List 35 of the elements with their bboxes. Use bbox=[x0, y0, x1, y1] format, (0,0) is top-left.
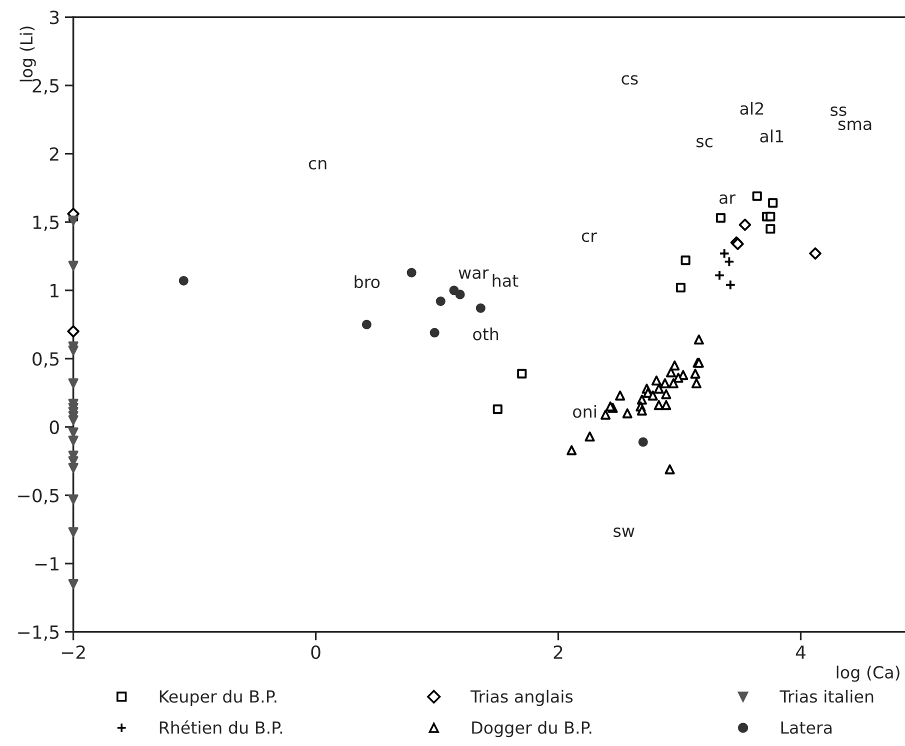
annotation: war bbox=[458, 269, 489, 279]
y-tick-label: 3 bbox=[50, 10, 59, 24]
y-tick-label: 0,5 bbox=[32, 352, 59, 368]
y-tick-label: −1,5 bbox=[18, 626, 59, 641]
y-tick-label: 2 bbox=[50, 147, 58, 161]
x-axis-title: log (Ca) bbox=[836, 666, 900, 682]
annotation: oni bbox=[573, 404, 596, 418]
annotation: oth bbox=[473, 328, 498, 340]
annotation: al2 bbox=[740, 102, 764, 115]
annotation: al1 bbox=[760, 130, 784, 142]
annotation: sw bbox=[614, 528, 634, 538]
legend-label: Trias anglais bbox=[470, 690, 573, 706]
annotation: sma bbox=[838, 120, 872, 130]
legend-label: Latera bbox=[781, 722, 832, 734]
y-tick-label: 0 bbox=[50, 420, 59, 434]
y-tick-label: −0,5 bbox=[18, 488, 59, 504]
legend-label: Rhétien du B.P. bbox=[160, 720, 282, 734]
legend-label: Trias italien bbox=[780, 690, 874, 703]
x-tick-label: 2 bbox=[554, 645, 562, 659]
y-tick-label: 1,5 bbox=[33, 216, 59, 232]
x-tick-label: 4 bbox=[796, 646, 806, 659]
annotation: hat bbox=[492, 274, 518, 287]
annotation: bro bbox=[354, 275, 380, 288]
y-tick-label: −1 bbox=[35, 557, 58, 570]
annotation: sc bbox=[696, 138, 712, 148]
annotation: ar bbox=[719, 194, 736, 204]
y-tick-label: 1 bbox=[50, 284, 58, 298]
annotation: cr bbox=[582, 232, 597, 242]
legend-label: Dogger du B.P. bbox=[472, 721, 592, 738]
annotation: cs bbox=[622, 75, 638, 85]
legend-label: Keuper du B.P. bbox=[160, 690, 276, 706]
x-tick-label: 0 bbox=[311, 645, 320, 660]
x-tick-label: −2 bbox=[62, 645, 85, 659]
annotation: cn bbox=[308, 160, 326, 170]
annotation: ss bbox=[830, 106, 846, 116]
